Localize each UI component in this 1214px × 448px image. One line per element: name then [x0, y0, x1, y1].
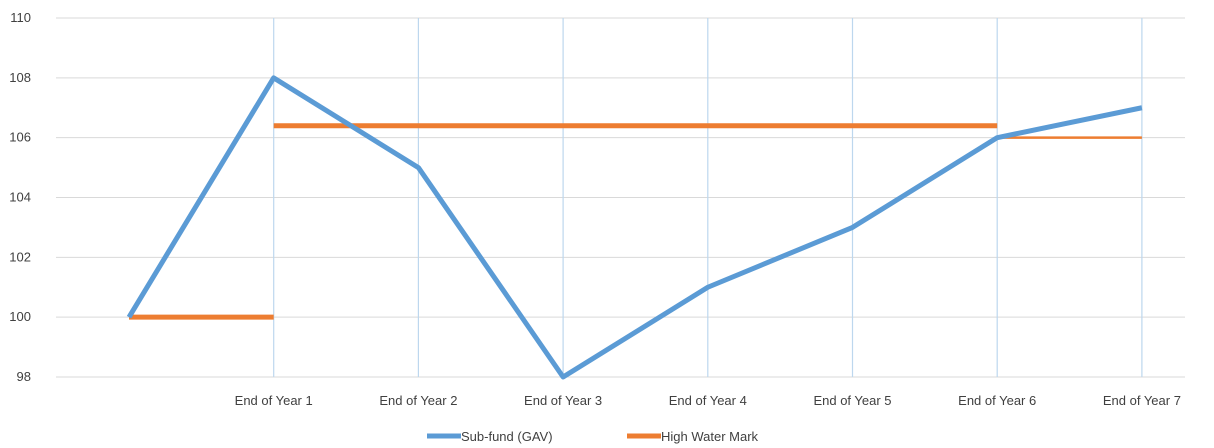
x-tick-label: End of Year 1: [235, 393, 313, 408]
y-tick-label: 104: [9, 190, 31, 205]
x-axis-tick-labels: End of Year 1 End of Year 2 End of Year 3 E…: [235, 393, 1181, 408]
y-tick-label: 110: [10, 10, 31, 25]
y-axis-tick-labels: 98 100 102 104 106 108 110: [9, 10, 31, 384]
y-tick-label: 108: [9, 70, 31, 85]
sub-fund-gav-line: [126, 75, 1143, 380]
x-tick-label: End of Year 7: [1103, 393, 1181, 408]
x-tick-label: End of Year 3: [524, 393, 602, 408]
horizontal-gridlines: [56, 17, 1185, 378]
legend: Sub-fund (GAV) High Water Mark: [427, 429, 759, 444]
vertical-guide-lines: [273, 18, 1143, 377]
sub-fund-gav-series: [126, 75, 1143, 380]
y-tick-label: 98: [17, 369, 31, 384]
x-tick-label: End of Year 4: [669, 393, 747, 408]
y-tick-label: 100: [9, 309, 31, 324]
legend-label-sub-fund-gav: Sub-fund (GAV): [461, 429, 553, 444]
legend-label-high-water-mark: High Water Mark: [661, 429, 759, 444]
y-tick-label: 106: [9, 130, 31, 145]
x-tick-label: End of Year 2: [379, 393, 457, 408]
high-water-mark-series: [129, 123, 1142, 320]
x-tick-label: End of Year 6: [958, 393, 1036, 408]
x-tick-label: End of Year 5: [813, 393, 891, 408]
y-tick-label: 102: [9, 249, 31, 264]
